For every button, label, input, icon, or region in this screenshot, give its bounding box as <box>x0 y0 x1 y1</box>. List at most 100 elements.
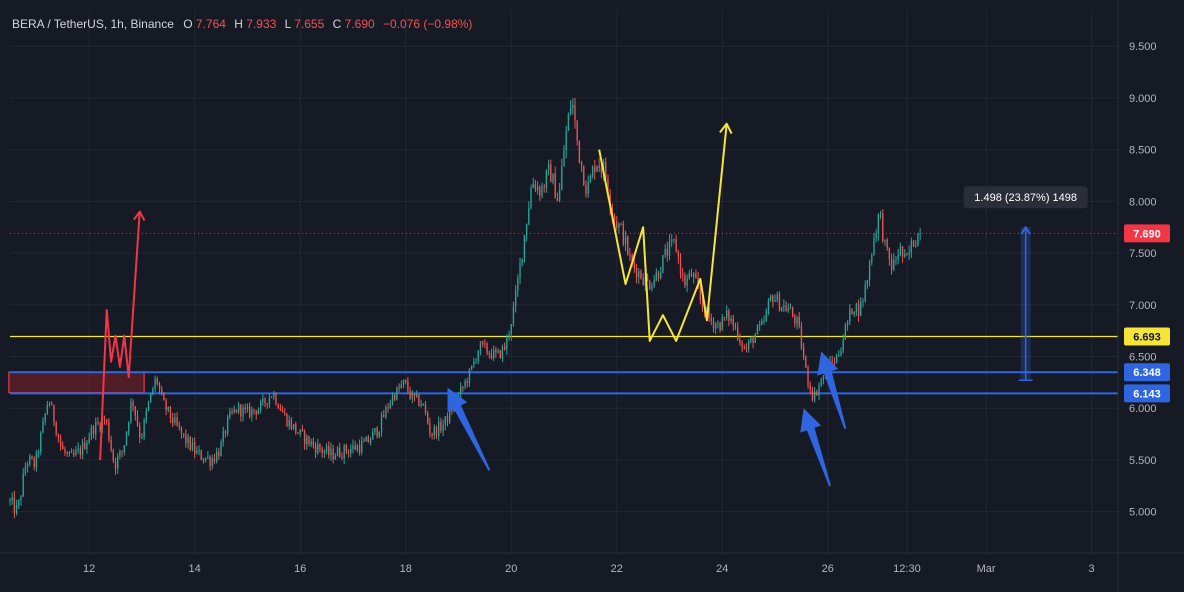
candle-body[interactable] <box>226 416 229 434</box>
candle-body[interactable] <box>308 436 310 445</box>
candle-body[interactable] <box>204 457 207 461</box>
candle-body[interactable] <box>211 458 213 467</box>
candle-body[interactable] <box>572 105 574 109</box>
candle-body[interactable] <box>745 347 748 350</box>
candle-body[interactable] <box>820 379 822 386</box>
candle-body[interactable] <box>862 300 864 302</box>
candle-body[interactable] <box>295 423 297 433</box>
candle-body[interactable] <box>59 437 62 446</box>
candle-body[interactable] <box>752 337 754 344</box>
candle-body[interactable] <box>635 268 638 278</box>
candle-body[interactable] <box>332 448 334 460</box>
candle-body[interactable] <box>563 150 565 167</box>
candle-body[interactable] <box>627 236 629 255</box>
candle-body[interactable] <box>767 300 770 311</box>
candle-body[interactable] <box>257 409 260 415</box>
candle-body[interactable] <box>882 213 884 242</box>
candle-body[interactable] <box>262 398 264 402</box>
candle-body[interactable] <box>587 182 589 194</box>
candle-body[interactable] <box>613 215 616 221</box>
candle-body[interactable] <box>218 451 220 457</box>
candle-body[interactable] <box>29 456 31 464</box>
candle-body[interactable] <box>567 113 570 131</box>
candle-body[interactable] <box>156 378 158 384</box>
candle-body[interactable] <box>802 347 805 358</box>
candle-body[interactable] <box>769 295 772 301</box>
candle-body[interactable] <box>693 273 695 277</box>
candle-body[interactable] <box>354 445 356 450</box>
candle-body[interactable] <box>662 255 664 273</box>
candle-body[interactable] <box>187 436 189 444</box>
candle-body[interactable] <box>807 367 809 386</box>
candle-body[interactable] <box>376 428 378 437</box>
candle-body[interactable] <box>660 272 662 278</box>
candle-body[interactable] <box>132 401 134 407</box>
candle-body[interactable] <box>791 307 794 317</box>
candle-body[interactable] <box>899 246 902 255</box>
candle-body[interactable] <box>321 449 323 453</box>
candle-body[interactable] <box>853 311 855 315</box>
candle-body[interactable] <box>719 322 721 331</box>
candle-body[interactable] <box>51 403 53 406</box>
candle-body[interactable] <box>747 341 750 350</box>
candle-body[interactable] <box>53 405 55 423</box>
candle-body[interactable] <box>277 404 279 409</box>
candle-body[interactable] <box>906 253 908 255</box>
candle-body[interactable] <box>492 349 495 359</box>
candle-body[interactable] <box>396 387 398 400</box>
red-projection-path[interactable] <box>99 211 141 460</box>
candle-body[interactable] <box>42 421 44 433</box>
candle-body[interactable] <box>723 316 726 318</box>
candle-body[interactable] <box>514 290 517 307</box>
candle-body[interactable] <box>145 410 147 420</box>
candle-body[interactable] <box>912 240 915 247</box>
candle-body[interactable] <box>301 429 304 431</box>
candle-body[interactable] <box>66 452 68 454</box>
candle-body[interactable] <box>756 326 759 335</box>
candle-body[interactable] <box>270 396 273 398</box>
candle-body[interactable] <box>503 346 506 350</box>
candle-body[interactable] <box>365 437 367 442</box>
candle-body[interactable] <box>141 437 143 439</box>
candle-body[interactable] <box>750 337 752 342</box>
candle-body[interactable] <box>895 259 897 261</box>
candle-body[interactable] <box>510 324 512 335</box>
candle-body[interactable] <box>633 262 636 269</box>
candle-body[interactable] <box>279 408 282 411</box>
candle-body[interactable] <box>578 140 581 163</box>
candle-body[interactable] <box>846 321 849 325</box>
candle-body[interactable] <box>558 189 561 201</box>
candle-body[interactable] <box>569 108 572 114</box>
candle-body[interactable] <box>642 278 644 285</box>
candle-body[interactable] <box>110 439 112 451</box>
candle-body[interactable] <box>361 441 363 453</box>
candle-body[interactable] <box>75 450 77 455</box>
candle-body[interactable] <box>640 271 642 279</box>
candle-body[interactable] <box>37 452 40 454</box>
candle-body[interactable] <box>541 186 543 196</box>
candle-body[interactable] <box>154 378 156 389</box>
candle-body[interactable] <box>244 407 246 410</box>
candle-body[interactable] <box>580 162 583 166</box>
candle-body[interactable] <box>112 450 115 462</box>
candle-body[interactable] <box>813 391 816 400</box>
candle-body[interactable] <box>9 500 11 502</box>
candle-body[interactable] <box>215 451 218 462</box>
candle-body[interactable] <box>255 410 257 415</box>
candle-body[interactable] <box>202 459 205 461</box>
candle-body[interactable] <box>668 241 671 256</box>
candle-body[interactable] <box>99 423 101 430</box>
candle-body[interactable] <box>103 419 106 421</box>
candle-body[interactable] <box>336 447 339 457</box>
candle-body[interactable] <box>189 436 191 450</box>
candle-body[interactable] <box>143 419 145 438</box>
candle-body[interactable] <box>136 415 139 426</box>
candle-body[interactable] <box>374 428 376 432</box>
candle-body[interactable] <box>352 445 354 449</box>
candle-body[interactable] <box>442 424 444 431</box>
candle-body[interactable] <box>743 347 745 349</box>
candle-body[interactable] <box>248 406 251 417</box>
candle-body[interactable] <box>798 317 800 326</box>
candle-body[interactable] <box>433 427 435 436</box>
